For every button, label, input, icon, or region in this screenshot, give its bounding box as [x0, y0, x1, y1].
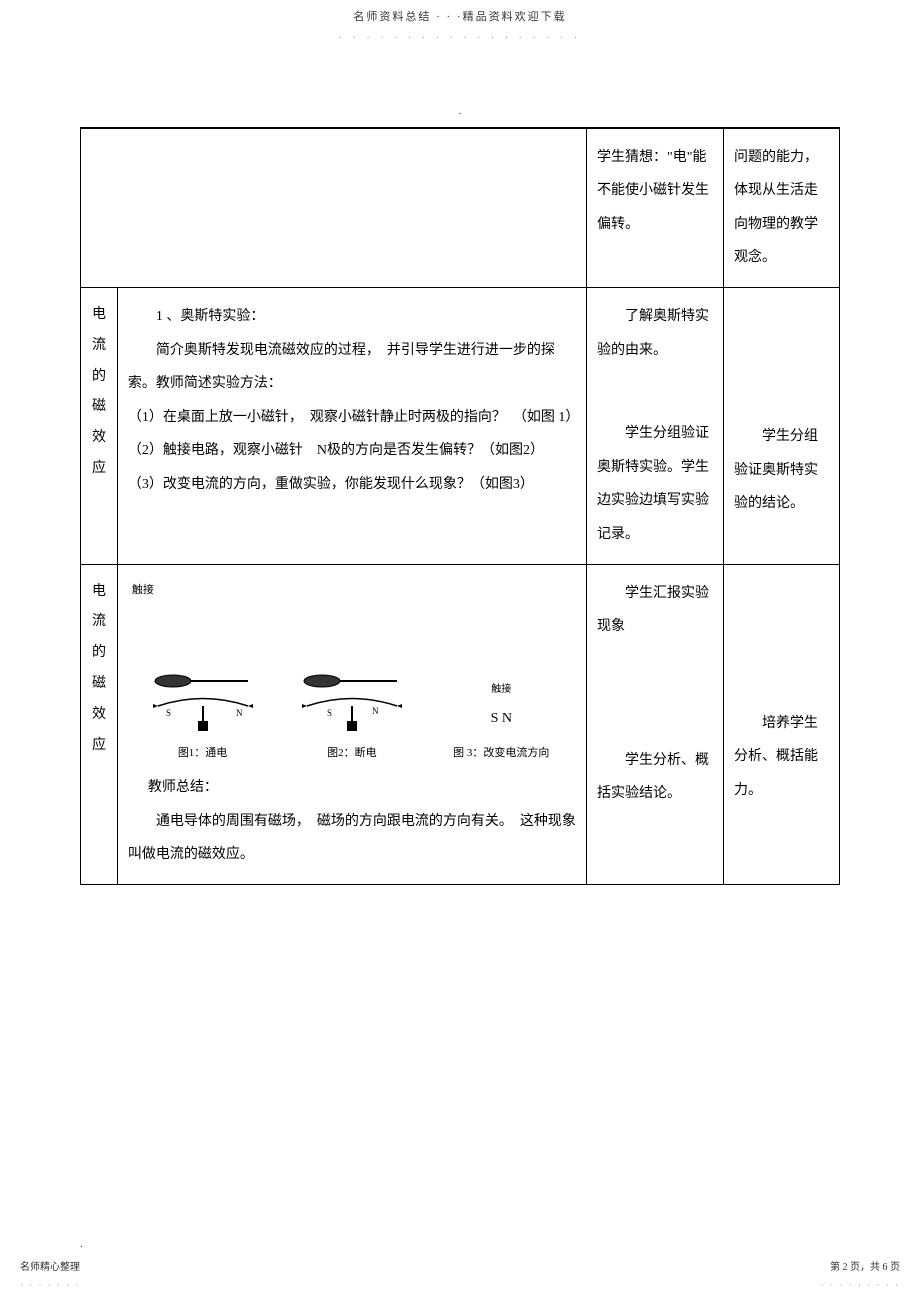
student-activity-p1: 了解奥斯特实验的由来。 [597, 300, 713, 367]
touch-label: 触接 [128, 577, 576, 603]
experiment-step3: （3）改变电流的方向，重做实验，你能发现什么现象？（如图3） [128, 468, 576, 502]
table-row: 电 流 的 磁 效 应 触接 S N [81, 564, 840, 884]
footer-left: 名师精心整理 · · · · · · · [20, 1259, 80, 1293]
svg-text:N: N [236, 708, 243, 718]
label-char: 的 [91, 362, 107, 393]
bottom-marker: . [80, 885, 840, 1255]
label-char: 电 [91, 577, 107, 608]
row2-student-cell: 了解奥斯特实验的由来。 学生分组验证奥斯特实验。学生边实验边填写实验记录。 [586, 287, 723, 564]
experiment-figures: S N 图1：通电 S N [128, 603, 576, 771]
page-header-title: 名师资料总结 · · ·精品资料欢迎下载 [0, 0, 920, 30]
student-activity-p2: 学生分组验证奥斯特实验。学生边实验边填写实验记录。 [597, 417, 713, 551]
goal-text: 培养学生分析、概括能力。 [734, 707, 829, 808]
figure-block-3: 触接 S N 图 3：改变电流方向 [427, 608, 576, 766]
footer-left-text: 名师精心整理 [20, 1259, 80, 1277]
label-char: 磁 [91, 392, 107, 423]
compass-circuit-icon [446, 608, 556, 678]
label-char: 流 [91, 331, 107, 362]
footer-left-dots: · · · · · · · [20, 1277, 80, 1293]
experiment-intro: 简介奥斯特发现电流磁效应的过程， 并引导学生进行进一步的探索。教师简述实验方法： [128, 334, 576, 401]
experiment-step2: （2）触接电路，观察小磁针 N极的方向是否发生偏转？（如图2） [128, 434, 576, 468]
label-char: 应 [91, 454, 107, 485]
experiment-step1: （1）在桌面上放一小磁针， 观察小磁针静止时两极的指向？ （如图 1） [128, 401, 576, 435]
table-row: 电 流 的 磁 效 应 1 、奥斯特实验： 简介奥斯特发现电流磁效应的过程， 并… [81, 287, 840, 564]
compass-circuit-icon: S N [148, 666, 258, 736]
row1-student-cell: 学生猜想："电"能不能使小磁针发生偏转。 [586, 128, 723, 287]
top-marker: . [0, 52, 920, 127]
label-char: 磁 [91, 669, 107, 700]
lesson-table: 学生猜想："电"能不能使小磁针发生偏转。 问题的能力，体现从生活走向物理的教学观… [80, 128, 840, 885]
svg-text:S: S [327, 708, 332, 718]
label-char: 的 [91, 638, 107, 669]
goal-text: 学生分组验证奥斯特实验的结论。 [734, 420, 829, 521]
row1-goal-cell: 问题的能力，体现从生活走向物理的教学观念。 [724, 128, 840, 287]
label-char: 效 [91, 700, 107, 731]
compass-circuit-icon: S N [297, 666, 407, 736]
label-char: 效 [91, 423, 107, 454]
row3-label-cell: 电 流 的 磁 效 应 [81, 564, 118, 884]
student-activity-p1: 学生汇报实验现象 [597, 577, 713, 644]
row2-goal-cell: 学生分组验证奥斯特实验的结论。 [724, 287, 840, 564]
figure-block-1: S N 图1：通电 [128, 666, 277, 766]
figure1-label: 图1：通电 [128, 740, 277, 766]
row3-goal-cell: 培养学生分析、概括能力。 [724, 564, 840, 884]
figure-block-2: S N 图2：断电 [277, 666, 426, 766]
table-row: 学生猜想："电"能不能使小磁针发生偏转。 问题的能力，体现从生活走向物理的教学观… [81, 128, 840, 287]
spacer [734, 300, 829, 420]
svg-text:N: N [372, 706, 379, 716]
experiment-title: 1 、奥斯特实验： [128, 300, 576, 334]
row2-main-cell: 1 、奥斯特实验： 简介奥斯特发现电流磁效应的过程， 并引导学生进行进一步的探索… [117, 287, 586, 564]
footer-right-dots: · · · · · · · · · [821, 1277, 900, 1293]
footer-right-text: 第 2 页，共 6 页 [821, 1259, 900, 1277]
row3-student-cell: 学生汇报实验现象 学生分析、概括实验结论。 [586, 564, 723, 884]
label-char: 流 [91, 607, 107, 638]
label-char: 应 [91, 731, 107, 762]
page-header-dots: · · · · · · · · · · · · · · · · · · [0, 30, 920, 52]
spacer [597, 644, 713, 744]
footer-right: 第 2 页，共 6 页 · · · · · · · · · [821, 1259, 900, 1293]
teacher-summary-text: 通电导体的周围有磁场， 磁场的方向跟电流的方向有关。 这种现象叫做电流的磁效应。 [128, 805, 576, 872]
figure2-label: 图2：断电 [277, 740, 426, 766]
row1-main-cell [81, 128, 587, 287]
row3-main-cell: 触接 S N 图1：通电 [117, 564, 586, 884]
figure3-label: 图 3：改变电流方向 [427, 740, 576, 766]
spacer [597, 367, 713, 417]
label-char: 电 [91, 300, 107, 331]
teacher-summary-title: 教师总结： [128, 771, 576, 805]
spacer [734, 577, 829, 707]
student-activity-p2: 学生分析、概括实验结论。 [597, 744, 713, 811]
svg-text:S: S [166, 708, 171, 718]
row2-label-cell: 电 流 的 磁 效 应 [81, 287, 118, 564]
